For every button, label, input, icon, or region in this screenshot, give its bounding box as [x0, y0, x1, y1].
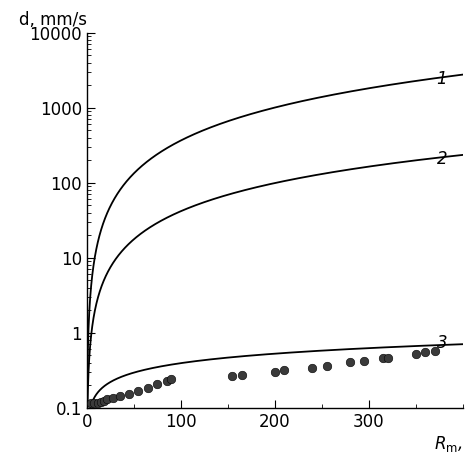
Point — [228, 372, 236, 380]
Point — [412, 350, 419, 357]
Point — [238, 371, 246, 379]
Point — [309, 364, 316, 371]
Point — [144, 384, 152, 392]
Point — [281, 367, 288, 374]
Point — [104, 395, 111, 403]
Point — [94, 400, 102, 407]
Point — [97, 398, 105, 406]
Text: d, mm/s: d, mm/s — [19, 11, 87, 29]
Point — [116, 392, 123, 400]
Point — [168, 375, 175, 383]
Text: 1: 1 — [437, 70, 447, 88]
Point — [109, 394, 117, 402]
Point — [100, 397, 108, 404]
Point — [431, 347, 438, 355]
Text: 3: 3 — [437, 334, 447, 352]
Point — [360, 357, 368, 365]
Text: $R_\mathrm{m}$,: $R_\mathrm{m}$, — [434, 434, 463, 454]
Point — [91, 400, 98, 407]
Point — [379, 354, 387, 362]
Point — [384, 355, 392, 362]
Point — [135, 387, 142, 394]
Point — [346, 358, 354, 365]
Point — [125, 390, 133, 397]
Point — [421, 348, 429, 356]
Point — [88, 400, 95, 407]
Point — [323, 362, 330, 369]
Point — [163, 377, 171, 384]
Point — [154, 381, 161, 388]
Text: 2: 2 — [437, 150, 447, 168]
Point — [271, 368, 279, 375]
